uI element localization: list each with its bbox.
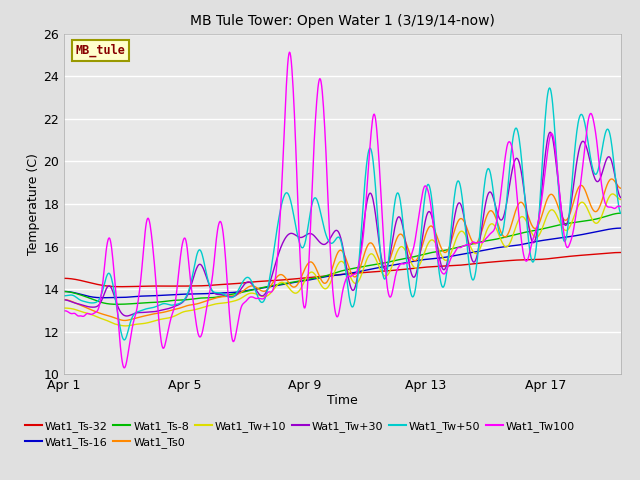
Wat1_Ts-32 (205, 283, 213, 288)
Line: Wat1_Tw100: Wat1_Tw100 (64, 52, 621, 368)
Wat1_Tw+10 (60, 305, 68, 311)
Wat1_Tw+50 (60, 293, 68, 299)
Wat1_Tw+30 (299, 234, 307, 240)
X-axis label: Time: Time (327, 394, 358, 407)
Wat1_Tw+30 (60, 297, 68, 303)
Wat1_Ts0 (122, 318, 129, 324)
Wat1_Ts-32 (117, 284, 125, 289)
Wat1_Ts0 (607, 176, 615, 182)
Wat1_Tw+30 (205, 283, 213, 288)
Wat1_Tw100 (617, 204, 625, 209)
Wat1_Tw+10 (457, 228, 465, 234)
Wat1_Ts0 (299, 272, 307, 277)
Wat1_Ts-32 (122, 284, 129, 289)
Wat1_Tw100 (481, 237, 488, 243)
Text: MB_tule: MB_tule (75, 44, 125, 57)
Wat1_Ts-16 (299, 278, 307, 284)
Wat1_Tw+50 (546, 85, 554, 91)
Wat1_Ts0 (60, 297, 68, 302)
Wat1_Tw+50 (299, 245, 307, 251)
Wat1_Ts-32 (457, 262, 465, 268)
Wat1_Ts-8 (299, 277, 307, 283)
Wat1_Ts-8 (60, 288, 68, 294)
Line: Wat1_Tw+50: Wat1_Tw+50 (64, 88, 621, 340)
Wat1_Tw+30 (617, 195, 625, 201)
Wat1_Ts-16 (60, 288, 68, 294)
Wat1_Ts0 (121, 318, 129, 324)
Wat1_Tw+10 (299, 283, 307, 288)
Wat1_Tw+10 (205, 302, 213, 308)
Wat1_Ts-8 (113, 301, 120, 307)
Wat1_Tw+50 (120, 337, 128, 343)
Wat1_Ts0 (205, 297, 213, 303)
Wat1_Tw+10 (541, 217, 549, 223)
Wat1_Tw+50 (457, 187, 465, 192)
Wat1_Ts-16 (99, 295, 107, 300)
Wat1_Tw100 (285, 49, 293, 55)
Legend: Wat1_Ts-32, Wat1_Ts-16, Wat1_Ts-8, Wat1_Ts0, Wat1_Tw+10, Wat1_Tw+30, Wat1_Tw+50,: Wat1_Ts-32, Wat1_Ts-16, Wat1_Ts-8, Wat1_… (25, 421, 575, 448)
Wat1_Tw+10 (122, 323, 129, 329)
Wat1_Tw+30 (541, 153, 549, 158)
Wat1_Tw+50 (480, 186, 488, 192)
Wat1_Tw+10 (121, 323, 129, 329)
Wat1_Tw100 (205, 290, 213, 296)
Line: Wat1_Ts-16: Wat1_Ts-16 (64, 228, 621, 298)
Wat1_Tw+30 (457, 202, 465, 208)
Wat1_Ts0 (541, 202, 549, 207)
Wat1_Ts-16 (480, 247, 488, 253)
Wat1_Ts-16 (457, 252, 465, 257)
Title: MB Tule Tower: Open Water 1 (3/19/14-now): MB Tule Tower: Open Water 1 (3/19/14-now… (190, 14, 495, 28)
Wat1_Tw+50 (122, 336, 129, 342)
Wat1_Ts-16 (122, 294, 129, 300)
Wat1_Tw+10 (480, 235, 488, 241)
Wat1_Ts0 (480, 221, 488, 227)
Wat1_Ts-16 (617, 225, 625, 231)
Wat1_Ts-8 (122, 301, 129, 307)
Wat1_Tw100 (542, 162, 550, 168)
Wat1_Tw+50 (541, 115, 549, 121)
Wat1_Tw+30 (123, 313, 131, 319)
Line: Wat1_Ts-8: Wat1_Ts-8 (64, 213, 621, 304)
Wat1_Ts-32 (480, 260, 488, 265)
Line: Wat1_Ts-32: Wat1_Ts-32 (64, 252, 621, 287)
Wat1_Tw+50 (205, 283, 213, 288)
Wat1_Tw100 (120, 365, 128, 371)
Wat1_Ts-8 (617, 210, 625, 216)
Wat1_Ts-32 (541, 256, 549, 262)
Wat1_Ts-32 (299, 276, 307, 281)
Wat1_Tw+30 (480, 210, 488, 216)
Wat1_Ts-16 (205, 290, 213, 296)
Wat1_Ts-32 (60, 276, 68, 281)
Wat1_Ts-8 (480, 239, 488, 244)
Wat1_Ts-16 (541, 237, 549, 243)
Wat1_Ts0 (457, 216, 465, 221)
Wat1_Tw+30 (121, 313, 129, 319)
Wat1_Tw100 (60, 308, 68, 314)
Y-axis label: Temperature (C): Temperature (C) (28, 153, 40, 255)
Wat1_Tw+10 (609, 191, 616, 197)
Wat1_Tw+10 (617, 197, 625, 203)
Wat1_Tw100 (122, 364, 129, 370)
Line: Wat1_Tw+30: Wat1_Tw+30 (64, 132, 621, 316)
Wat1_Ts-8 (541, 226, 549, 231)
Wat1_Tw+30 (547, 129, 554, 135)
Wat1_Ts-8 (457, 244, 465, 250)
Wat1_Tw100 (458, 244, 465, 250)
Wat1_Ts-32 (617, 250, 625, 255)
Line: Wat1_Ts0: Wat1_Ts0 (64, 179, 621, 321)
Wat1_Ts-8 (205, 295, 213, 300)
Wat1_Tw+50 (617, 210, 625, 216)
Line: Wat1_Tw+10: Wat1_Tw+10 (64, 194, 621, 326)
Wat1_Ts0 (617, 185, 625, 191)
Wat1_Tw100 (300, 299, 307, 305)
